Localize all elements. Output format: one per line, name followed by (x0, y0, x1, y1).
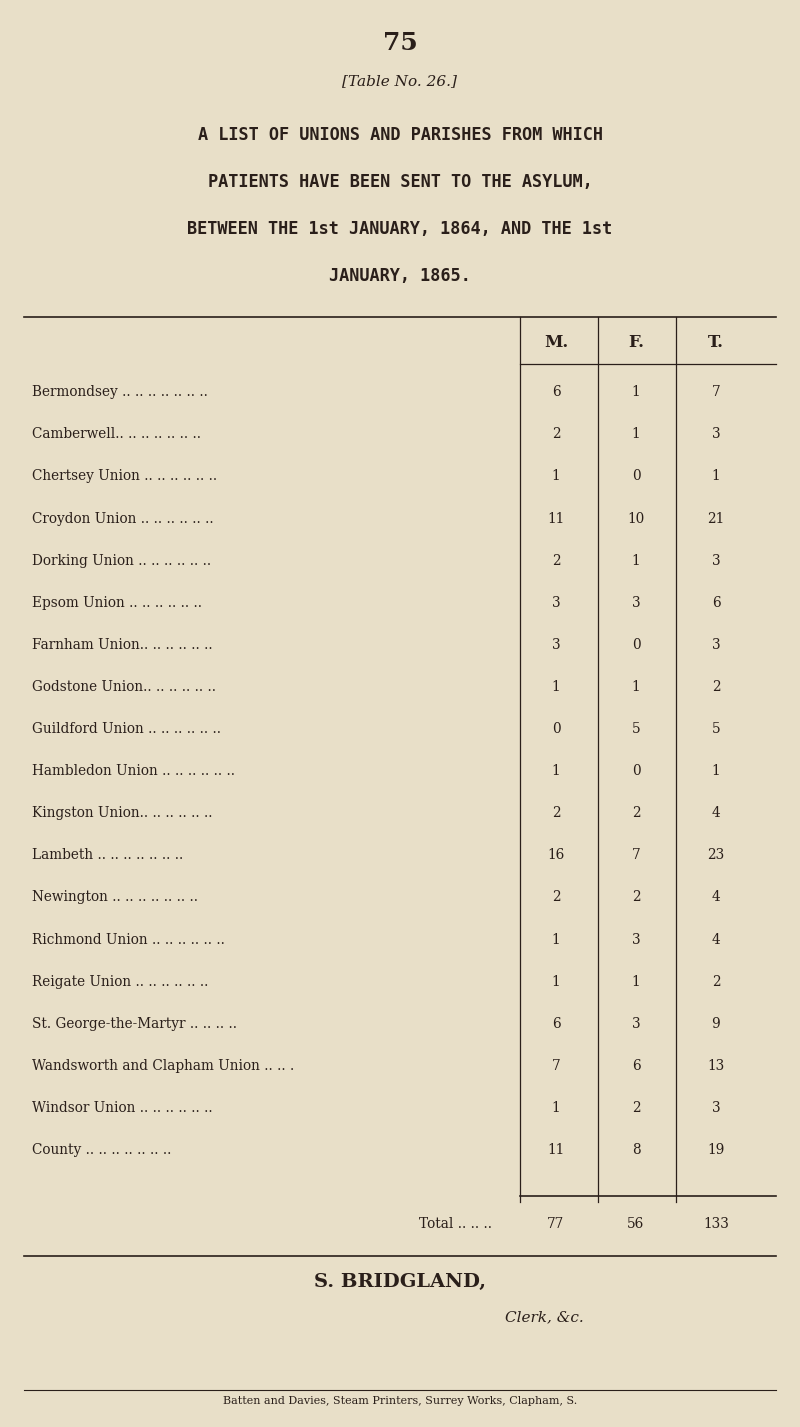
Text: S. BRIDGLAND,: S. BRIDGLAND, (314, 1273, 486, 1291)
Text: Clerk, &c.: Clerk, &c. (505, 1310, 583, 1324)
Text: Richmond Union .. .. .. .. .. ..: Richmond Union .. .. .. .. .. .. (32, 933, 225, 946)
Text: 1: 1 (632, 681, 640, 694)
Text: 0: 0 (632, 765, 640, 778)
Text: Hambledon Union .. .. .. .. .. ..: Hambledon Union .. .. .. .. .. .. (32, 765, 235, 778)
Text: Wandsworth and Clapham Union .. .. .: Wandsworth and Clapham Union .. .. . (32, 1059, 294, 1073)
Text: 3: 3 (712, 1102, 720, 1114)
Text: 4: 4 (712, 890, 720, 905)
Text: 3: 3 (632, 933, 640, 946)
Text: 2: 2 (712, 975, 720, 989)
Text: 2: 2 (552, 554, 560, 568)
Text: 0: 0 (632, 469, 640, 484)
Text: 7: 7 (552, 1059, 560, 1073)
Text: 7: 7 (712, 385, 720, 400)
Text: Epsom Union .. .. .. .. .. ..: Epsom Union .. .. .. .. .. .. (32, 596, 202, 609)
Text: Godstone Union.. .. .. .. .. ..: Godstone Union.. .. .. .. .. .. (32, 681, 216, 694)
Text: 1: 1 (632, 428, 640, 441)
Text: 11: 11 (547, 1143, 565, 1157)
Text: 2: 2 (552, 428, 560, 441)
Text: 0: 0 (552, 722, 560, 736)
Text: 56: 56 (627, 1217, 645, 1232)
Text: Camberwell.. .. .. .. .. .. ..: Camberwell.. .. .. .. .. .. .. (32, 428, 201, 441)
Text: 6: 6 (712, 596, 720, 609)
Text: Reigate Union .. .. .. .. .. ..: Reigate Union .. .. .. .. .. .. (32, 975, 208, 989)
Text: A LIST OF UNIONS AND PARISHES FROM WHICH: A LIST OF UNIONS AND PARISHES FROM WHICH (198, 126, 602, 144)
Text: 2: 2 (712, 681, 720, 694)
Text: [Table No. 26.]: [Table No. 26.] (342, 74, 458, 88)
Text: 3: 3 (712, 638, 720, 652)
Text: 1: 1 (552, 469, 560, 484)
Text: 19: 19 (707, 1143, 725, 1157)
Text: 77: 77 (547, 1217, 565, 1232)
Text: 2: 2 (552, 890, 560, 905)
Text: Bermondsey .. .. .. .. .. .. ..: Bermondsey .. .. .. .. .. .. .. (32, 385, 208, 400)
Text: 23: 23 (707, 848, 725, 862)
Text: 16: 16 (547, 848, 565, 862)
Text: Farnham Union.. .. .. .. .. ..: Farnham Union.. .. .. .. .. .. (32, 638, 213, 652)
Text: 1: 1 (632, 975, 640, 989)
Text: 5: 5 (632, 722, 640, 736)
Text: 2: 2 (552, 806, 560, 821)
Text: 3: 3 (632, 596, 640, 609)
Text: 10: 10 (627, 512, 645, 525)
Text: JANUARY, 1865.: JANUARY, 1865. (329, 267, 471, 285)
Text: 1: 1 (632, 554, 640, 568)
Text: PATIENTS HAVE BEEN SENT TO THE ASYLUM,: PATIENTS HAVE BEEN SENT TO THE ASYLUM, (208, 173, 592, 191)
Text: 8: 8 (632, 1143, 640, 1157)
Text: 6: 6 (632, 1059, 640, 1073)
Text: Lambeth .. .. .. .. .. .. ..: Lambeth .. .. .. .. .. .. .. (32, 848, 183, 862)
Text: BETWEEN THE 1st JANUARY, 1864, AND THE 1st: BETWEEN THE 1st JANUARY, 1864, AND THE 1… (187, 220, 613, 238)
Text: 1: 1 (632, 385, 640, 400)
Text: F.: F. (628, 334, 644, 351)
Text: 133: 133 (703, 1217, 729, 1232)
Text: Dorking Union .. .. .. .. .. ..: Dorking Union .. .. .. .. .. .. (32, 554, 211, 568)
Text: 3: 3 (712, 554, 720, 568)
Text: Newington .. .. .. .. .. .. ..: Newington .. .. .. .. .. .. .. (32, 890, 198, 905)
Text: Croydon Union .. .. .. .. .. ..: Croydon Union .. .. .. .. .. .. (32, 512, 214, 525)
Text: County .. .. .. .. .. .. ..: County .. .. .. .. .. .. .. (32, 1143, 171, 1157)
Text: 7: 7 (632, 848, 640, 862)
Text: St. George-the-Martyr .. .. .. ..: St. George-the-Martyr .. .. .. .. (32, 1016, 237, 1030)
Text: Batten and Davies, Steam Printers, Surrey Works, Clapham, S.: Batten and Davies, Steam Printers, Surre… (223, 1396, 577, 1406)
Text: 1: 1 (552, 1102, 560, 1114)
Text: 0: 0 (632, 638, 640, 652)
Text: 3: 3 (632, 1016, 640, 1030)
Text: 5: 5 (712, 722, 720, 736)
Text: 1: 1 (712, 469, 720, 484)
Text: 2: 2 (632, 1102, 640, 1114)
Text: M.: M. (544, 334, 568, 351)
Text: Kingston Union.. .. .. .. .. ..: Kingston Union.. .. .. .. .. .. (32, 806, 213, 821)
Text: 4: 4 (712, 806, 720, 821)
Text: 9: 9 (712, 1016, 720, 1030)
Text: 13: 13 (707, 1059, 725, 1073)
Text: 1: 1 (552, 681, 560, 694)
Text: 1: 1 (712, 765, 720, 778)
Text: T.: T. (708, 334, 724, 351)
Text: Windsor Union .. .. .. .. .. ..: Windsor Union .. .. .. .. .. .. (32, 1102, 213, 1114)
Text: Total .. .. ..: Total .. .. .. (419, 1217, 492, 1232)
Text: 6: 6 (552, 385, 560, 400)
Text: 1: 1 (552, 933, 560, 946)
Text: 3: 3 (552, 638, 560, 652)
Text: 75: 75 (382, 31, 418, 56)
Text: 1: 1 (552, 765, 560, 778)
Text: 2: 2 (632, 806, 640, 821)
Text: Guildford Union .. .. .. .. .. ..: Guildford Union .. .. .. .. .. .. (32, 722, 221, 736)
Text: 3: 3 (552, 596, 560, 609)
Text: 3: 3 (712, 428, 720, 441)
Text: 2: 2 (632, 890, 640, 905)
Text: Chertsey Union .. .. .. .. .. ..: Chertsey Union .. .. .. .. .. .. (32, 469, 217, 484)
Text: 11: 11 (547, 512, 565, 525)
Text: 21: 21 (707, 512, 725, 525)
Text: 4: 4 (712, 933, 720, 946)
Text: 1: 1 (552, 975, 560, 989)
Text: 6: 6 (552, 1016, 560, 1030)
